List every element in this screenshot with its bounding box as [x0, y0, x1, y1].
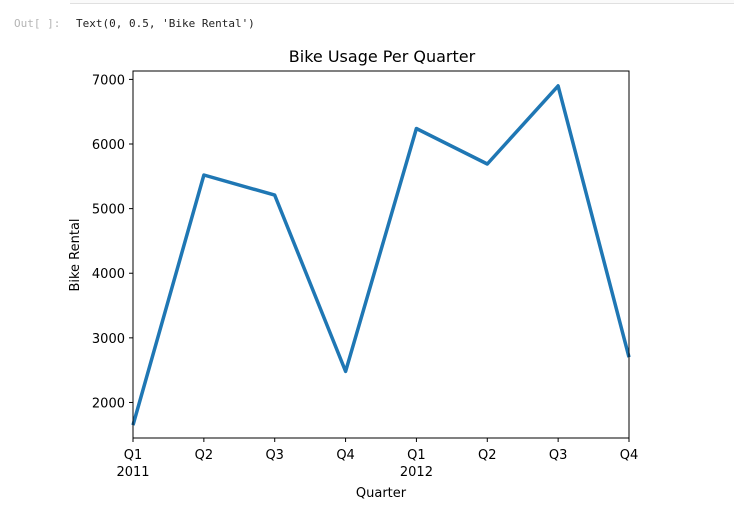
x-tick-label: Q1: [124, 448, 143, 463]
x-tick-label: Q4: [620, 448, 639, 463]
x-tick-label: Q3: [549, 448, 568, 463]
y-tick-label: 5000: [92, 203, 125, 218]
chart-title: Bike Usage Per Quarter: [289, 47, 476, 66]
previous-cell-border: [70, 0, 734, 4]
y-tick-label: 7000: [92, 73, 125, 88]
output-prompt: Out[ ]:: [14, 16, 61, 30]
y-tick-label: 6000: [92, 138, 125, 153]
series-line-bike-rental: [131, 84, 631, 426]
y-tick-label: 3000: [92, 332, 125, 347]
x-axis-ticks: Q1 Q2 Q3 Q4 Q1 Q2 Q3 Q4 2011 2012: [116, 438, 638, 480]
plot-area-frame: [132, 70, 630, 439]
y-axis-ticks: 2000 3000 4000 5000 6000 7000: [92, 73, 133, 411]
x-axis-label: Quarter: [356, 486, 407, 501]
x-year-label: 2011: [116, 465, 149, 480]
x-tick-label: Q4: [336, 448, 355, 463]
y-tick-label: 2000: [92, 396, 125, 411]
y-axis-label: Bike Rental: [68, 218, 83, 291]
x-tick-label: Q2: [195, 448, 214, 463]
x-tick-label: Q3: [265, 448, 284, 463]
x-year-label: 2012: [400, 465, 433, 480]
output-text: Text(0, 0.5, 'Bike Rental'): [76, 16, 255, 30]
cell-output-row: Out[ ]: Text(0, 0.5, 'Bike Rental'): [14, 15, 255, 31]
x-tick-label: Q2: [478, 448, 497, 463]
y-tick-label: 4000: [92, 267, 125, 282]
x-tick-label: Q1: [407, 448, 426, 463]
